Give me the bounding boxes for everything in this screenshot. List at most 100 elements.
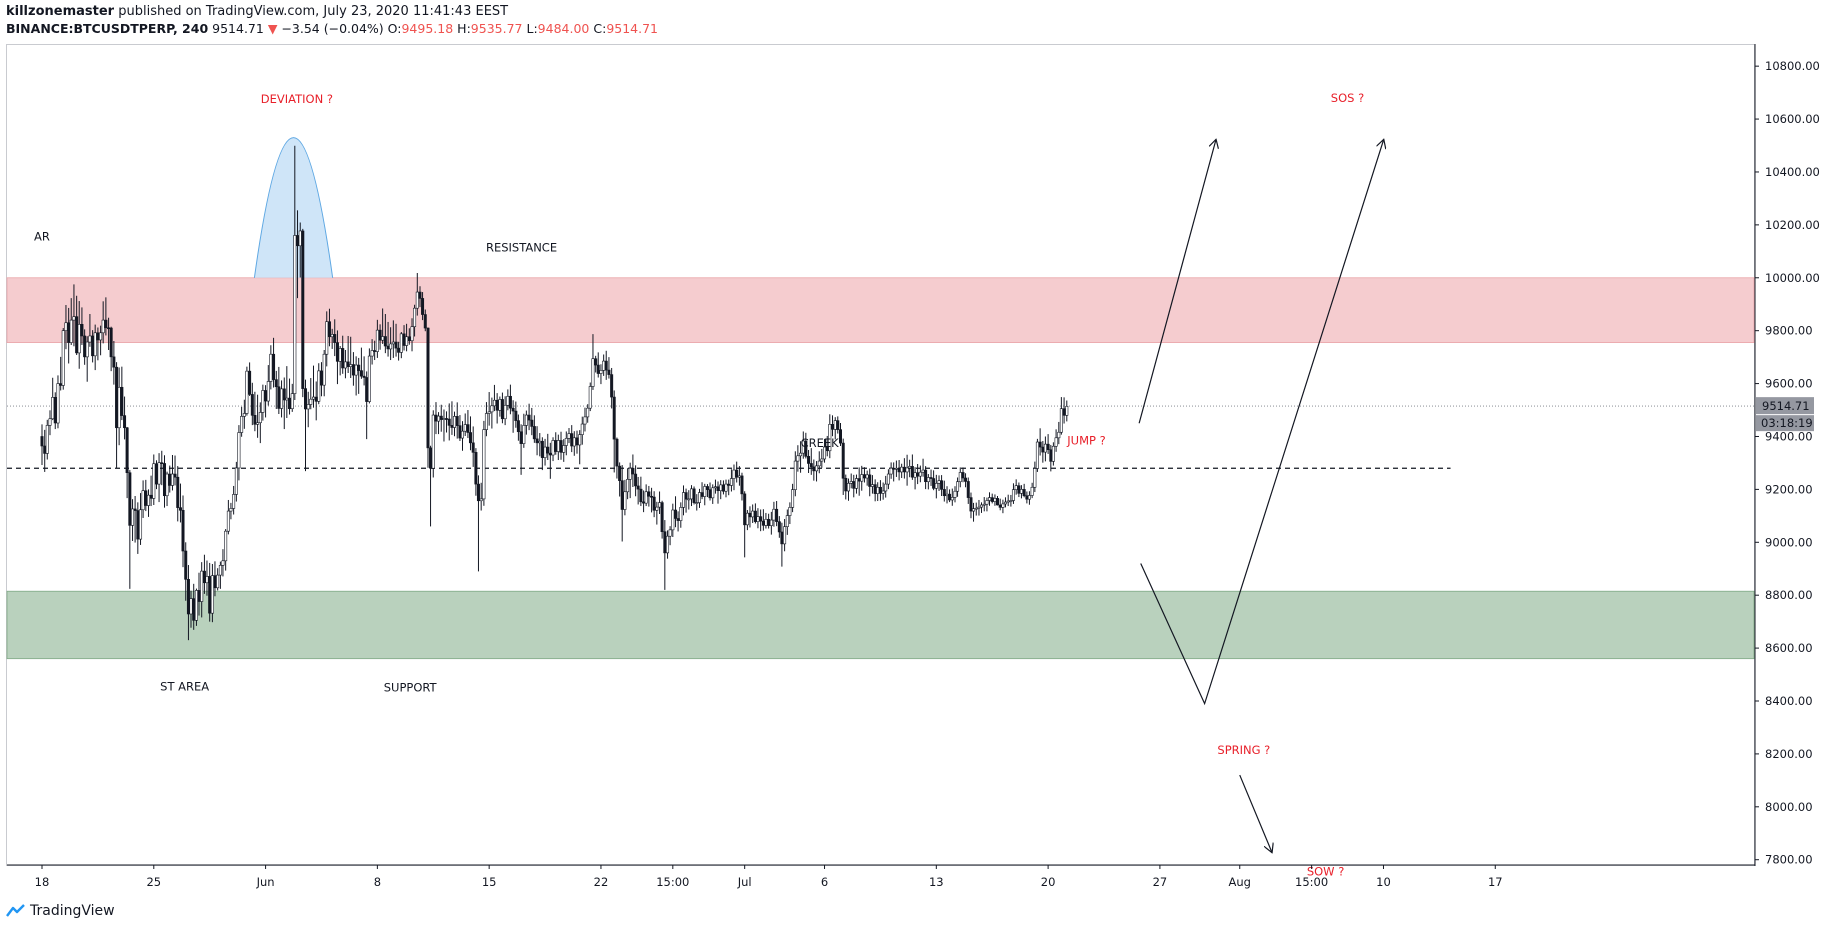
candle <box>237 425 241 481</box>
candle <box>652 491 656 518</box>
candle <box>748 506 752 528</box>
candle <box>700 482 704 500</box>
candle-body <box>743 493 747 526</box>
candle-body <box>426 327 430 449</box>
candle-body <box>221 560 225 566</box>
candle-body <box>466 424 470 433</box>
candle-body <box>932 478 936 489</box>
symbol-name[interactable]: BINANCE:BTCUSDTPERP, 240 <box>6 21 209 36</box>
candle-body <box>623 491 627 510</box>
candle-body <box>503 404 507 420</box>
candle <box>277 366 281 414</box>
candle <box>724 479 728 498</box>
candle <box>96 327 100 361</box>
candle <box>623 479 627 516</box>
candle <box>155 460 159 490</box>
candle <box>884 475 888 498</box>
price-chart[interactable]: AR DEVIATION ? RESISTANCE CREEK JUMP ? ST ARE… <box>0 0 1828 900</box>
candle-body <box>418 291 422 299</box>
candle-body <box>578 434 582 446</box>
candle <box>964 473 968 488</box>
candle-body <box>769 519 773 526</box>
candle-body <box>362 375 366 378</box>
author-name[interactable]: killzonemaster <box>6 4 115 19</box>
candle-body <box>852 481 856 489</box>
candle <box>429 445 433 527</box>
candle-body <box>112 356 116 368</box>
publication-info: killzonemaster published on TradingView.… <box>6 4 508 19</box>
candle-body <box>471 442 475 453</box>
candle <box>264 385 268 418</box>
candle-body <box>64 322 68 331</box>
symbol-info: BINANCE:BTCUSDTPERP, 240 9514.71 ▼ −3.54… <box>6 21 658 36</box>
candle <box>929 469 933 486</box>
x-tick-label: 25 <box>146 875 161 889</box>
candle <box>820 448 824 468</box>
candle-body <box>88 335 92 343</box>
candle-body <box>945 493 949 497</box>
candle <box>940 475 944 496</box>
candle-body <box>200 570 204 602</box>
candle-body <box>878 486 882 494</box>
candle <box>471 426 475 467</box>
candle-body <box>1035 441 1039 469</box>
candle <box>873 479 877 502</box>
candle <box>69 298 73 345</box>
candle-body <box>498 399 502 411</box>
candle-body <box>524 414 528 426</box>
candle-body <box>117 386 121 429</box>
candle-body <box>658 502 662 508</box>
candle-body <box>304 388 308 410</box>
candle-body <box>908 466 912 469</box>
candle <box>394 323 398 357</box>
candle <box>256 394 260 438</box>
y-tick-label: 9200.00 <box>1765 482 1813 496</box>
candle <box>695 494 699 511</box>
candle <box>311 365 315 408</box>
candle <box>152 454 156 505</box>
candle <box>115 362 119 468</box>
candle-body <box>607 369 611 375</box>
candle-body <box>434 414 438 422</box>
candle <box>120 366 124 421</box>
candle-body <box>482 429 486 500</box>
candle-body <box>937 480 941 484</box>
candle <box>407 328 411 345</box>
candle-body <box>330 334 334 338</box>
candle-body <box>495 399 499 411</box>
candle <box>1030 482 1034 499</box>
candle-body <box>77 324 81 354</box>
candle-body <box>463 424 467 432</box>
candle <box>764 512 768 529</box>
candle-body <box>940 480 944 490</box>
candle <box>516 414 520 441</box>
candle <box>48 410 52 436</box>
candle <box>631 454 635 488</box>
candle-body <box>969 497 973 512</box>
candle-body <box>612 396 616 440</box>
candle-body <box>123 415 127 429</box>
candle-body <box>386 345 390 350</box>
candle-body <box>697 492 701 503</box>
candle-body <box>133 508 137 511</box>
candle <box>721 480 725 495</box>
candle <box>815 461 819 482</box>
candle-body <box>450 425 454 428</box>
footer-brand[interactable]: TradingView <box>6 903 115 919</box>
candle-body <box>1059 408 1063 433</box>
candle-body <box>511 407 515 412</box>
candle <box>905 454 909 486</box>
candle <box>543 438 547 466</box>
y-tick-label: 9800.00 <box>1765 324 1813 338</box>
candle-body <box>870 484 874 487</box>
candle <box>1035 438 1039 472</box>
down-arrow-icon: ▼ <box>267 21 278 36</box>
candle <box>846 478 850 501</box>
candle-body <box>732 469 736 479</box>
candle <box>612 390 616 473</box>
candle-body <box>394 341 398 349</box>
candle-body <box>125 427 129 474</box>
candle-body <box>445 418 449 420</box>
candle <box>202 554 206 594</box>
candle <box>708 482 712 501</box>
